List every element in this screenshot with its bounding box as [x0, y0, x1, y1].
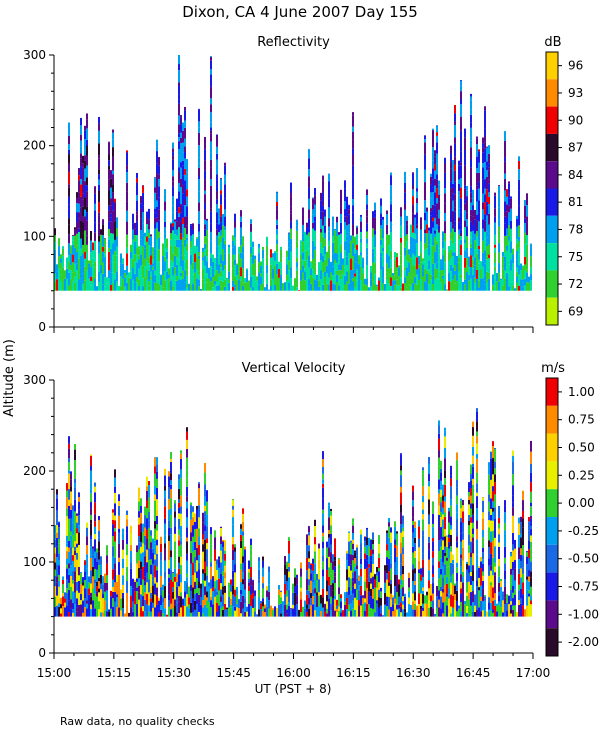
- x-tick-label: 15:45: [216, 666, 251, 680]
- y-tick-label: 0: [38, 320, 46, 334]
- panel-title: Vertical Velocity: [242, 361, 346, 376]
- colorbar-swatch: [546, 378, 558, 406]
- colorbar-label: 69: [568, 304, 583, 318]
- colorbar-label: 0.50: [568, 441, 595, 455]
- colorbar-label: 81: [568, 195, 583, 209]
- colorbar-swatch: [546, 544, 558, 573]
- reflectivity-panel: Reflectivity 0 100 200 300 dB 96 93 90 87 84 81 78 75…: [23, 35, 583, 334]
- colorbar-label: -1.00: [568, 607, 599, 621]
- colorbar-swatch: [546, 270, 558, 298]
- x-axis-label: UT (PST + 8): [255, 682, 332, 696]
- colorbar-swatch: [546, 628, 558, 656]
- colorbar-swatch: [546, 297, 558, 325]
- colorbar-swatch: [546, 133, 558, 162]
- colorbar-label: 0.00: [568, 496, 595, 510]
- y-tick-label: 300: [23, 373, 46, 387]
- footnote: Raw data, no quality checks: [60, 715, 215, 728]
- colorbar-frame: [545, 377, 559, 657]
- colorbar-frame: [545, 51, 559, 326]
- x-tick-label: 15:00: [37, 666, 72, 680]
- figure-title: Dixon, CA 4 June 2007 Day 155: [182, 3, 418, 21]
- colorbar-label: 75: [568, 250, 583, 264]
- colorbar-swatch: [546, 517, 558, 545]
- y-tick-label: 200: [23, 464, 46, 478]
- x-tick-label: 16:45: [456, 666, 491, 680]
- colorbar-label: -2.00: [568, 635, 599, 649]
- colorbar-swatch: [546, 433, 558, 462]
- x-tick-label: 15:15: [97, 666, 132, 680]
- y-tick-label: 100: [23, 229, 46, 243]
- colorbar-label: 72: [568, 277, 583, 291]
- colorbar-swatch: [546, 52, 558, 80]
- x-tick-label: 16:30: [396, 666, 431, 680]
- colorbar-label: 93: [568, 86, 583, 100]
- colorbar-label: 1.00: [568, 385, 595, 399]
- colorbar-label: 90: [568, 113, 583, 127]
- x-tick-label: 15:30: [156, 666, 191, 680]
- colorbar-label: 78: [568, 222, 583, 236]
- panel-title: Reflectivity: [257, 35, 330, 50]
- colorbar-label: -0.75: [568, 580, 599, 594]
- colorbar-swatch: [546, 106, 558, 134]
- y-tick-label: 100: [23, 555, 46, 569]
- y-tick-label: 200: [23, 139, 46, 153]
- colorbar-swatch: [546, 215, 558, 244]
- colorbar-label: -0.25: [568, 524, 599, 538]
- colorbar-label: 96: [568, 59, 583, 73]
- colorbar-swatch: [546, 405, 558, 434]
- colorbar-label: -0.50: [568, 552, 599, 566]
- echo-field: [54, 55, 532, 291]
- colorbar-swatch: [546, 243, 558, 271]
- colorbar-unit: dB: [544, 35, 561, 50]
- colorbar-swatch: [546, 161, 558, 189]
- y-tick-label: 0: [38, 646, 46, 660]
- colorbar-swatch: [546, 489, 558, 517]
- colorbar-swatch: [546, 79, 558, 107]
- colorbar-swatch: [546, 461, 558, 490]
- vertical-velocity-panel: Vertical Velocity 0 100 200 300 15:00 15:15 15:…: [23, 361, 599, 680]
- echo-field: [54, 408, 532, 617]
- colorbar-label: 0.25: [568, 468, 595, 482]
- x-tick-label: 16:15: [336, 666, 371, 680]
- x-tick-label: 16:00: [276, 666, 311, 680]
- colorbar-swatch: [546, 188, 558, 216]
- y-tick-label: 300: [23, 48, 46, 62]
- colorbar-swatch: [546, 600, 558, 629]
- colorbar-unit: m/s: [541, 361, 565, 376]
- colorbar-label: 0.75: [568, 413, 595, 427]
- x-tick-label: 17:00: [516, 666, 551, 680]
- colorbar-label: 84: [568, 168, 583, 182]
- y-axis-label: Altitude (m): [2, 339, 17, 417]
- colorbar-swatch: [546, 572, 558, 601]
- colorbar-label: 87: [568, 141, 583, 155]
